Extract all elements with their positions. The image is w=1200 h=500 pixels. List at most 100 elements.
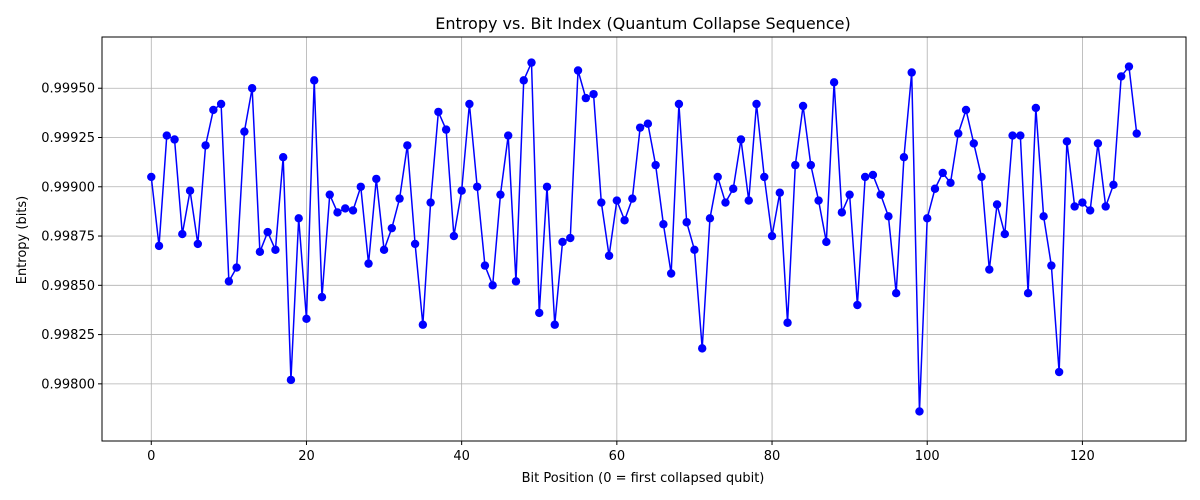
data-point xyxy=(216,99,226,109)
data-point xyxy=(1000,229,1010,239)
data-point xyxy=(915,407,924,416)
x-tick-label: 120 xyxy=(1070,449,1095,464)
data-point xyxy=(581,93,591,103)
plot-frame xyxy=(101,36,1187,442)
data-point xyxy=(1062,137,1072,146)
data-point xyxy=(472,182,482,191)
x-tick-label: 100 xyxy=(915,449,940,464)
data-point xyxy=(899,153,909,162)
x-tick-label: 20 xyxy=(298,449,315,464)
data-point xyxy=(1124,62,1134,71)
data-point xyxy=(1109,180,1118,190)
data-point xyxy=(744,196,753,205)
y-tick-label: 0.99900 xyxy=(41,180,95,195)
data-point xyxy=(441,125,451,134)
y-axis-label: Entropy (bits) xyxy=(15,196,30,285)
series-entropy xyxy=(147,58,1141,416)
data-point xyxy=(806,160,816,170)
data-point xyxy=(240,127,249,136)
data-point xyxy=(325,190,334,199)
data-point xyxy=(1078,198,1087,207)
data-point xyxy=(496,190,505,199)
data-point xyxy=(845,190,854,199)
data-point xyxy=(449,231,459,241)
data-point xyxy=(356,182,365,191)
data-point xyxy=(822,237,831,247)
data-point xyxy=(271,245,280,255)
data-point xyxy=(589,89,598,99)
data-point xyxy=(519,76,528,85)
data-point xyxy=(247,84,257,93)
data-point xyxy=(286,375,296,385)
data-point xyxy=(255,247,265,257)
data-point xyxy=(535,308,544,318)
data-point xyxy=(798,101,808,111)
data-point xyxy=(387,223,397,233)
data-point xyxy=(690,245,699,255)
data-point xyxy=(147,172,156,182)
data-point xyxy=(938,168,947,178)
data-point xyxy=(1031,103,1041,113)
y-tick-label: 0.99875 xyxy=(41,230,95,245)
data-point xyxy=(193,239,203,249)
data-point xyxy=(395,194,404,203)
data-point xyxy=(628,194,637,203)
data-point xyxy=(651,160,660,170)
data-point xyxy=(1101,202,1110,211)
x-tick-label: 80 xyxy=(764,449,781,464)
data-point xyxy=(263,227,272,237)
data-point xyxy=(224,277,234,286)
data-point xyxy=(364,259,373,268)
data-point xyxy=(876,190,885,199)
data-point xyxy=(891,288,901,298)
data-point xyxy=(853,300,862,310)
data-point xyxy=(1016,131,1025,140)
data-point xyxy=(294,214,303,223)
data-point xyxy=(232,263,241,272)
data-point xyxy=(783,318,792,327)
data-point xyxy=(930,184,940,193)
data-point xyxy=(713,172,722,182)
data-point xyxy=(907,68,916,77)
data-point xyxy=(542,182,552,191)
data-point xyxy=(1008,131,1017,140)
data-point xyxy=(985,265,994,274)
data-point xyxy=(550,320,559,329)
data-point xyxy=(969,139,978,148)
data-point xyxy=(961,105,971,115)
data-point xyxy=(178,229,187,239)
data-point xyxy=(775,188,784,197)
data-point xyxy=(643,119,653,128)
data-point xyxy=(278,153,288,162)
x-tick-label: 40 xyxy=(453,449,470,464)
data-point xyxy=(977,172,986,182)
data-point xyxy=(333,208,342,217)
data-point xyxy=(348,206,358,215)
data-point xyxy=(814,196,823,205)
data-point xyxy=(480,261,490,270)
data-point xyxy=(705,214,715,223)
data-point xyxy=(170,135,179,144)
data-point xyxy=(946,178,955,188)
y-tick-label: 0.99950 xyxy=(41,82,95,97)
data-point xyxy=(317,292,327,302)
data-point xyxy=(1085,206,1095,215)
data-point xyxy=(791,160,800,170)
data-point xyxy=(736,135,746,144)
data-point xyxy=(597,198,606,207)
data-point xyxy=(829,78,839,87)
data-point xyxy=(1047,261,1056,270)
data-point xyxy=(752,99,761,109)
data-point xyxy=(209,105,218,115)
data-point xyxy=(341,204,350,213)
data-point xyxy=(860,172,870,182)
data-point xyxy=(310,76,319,85)
data-point xyxy=(566,233,575,243)
data-point xyxy=(154,241,164,251)
data-point xyxy=(418,320,428,329)
y-tick-label: 0.99825 xyxy=(41,328,95,343)
y-tick-label: 0.99850 xyxy=(41,279,95,294)
data-point xyxy=(372,174,381,184)
data-point xyxy=(558,237,567,247)
